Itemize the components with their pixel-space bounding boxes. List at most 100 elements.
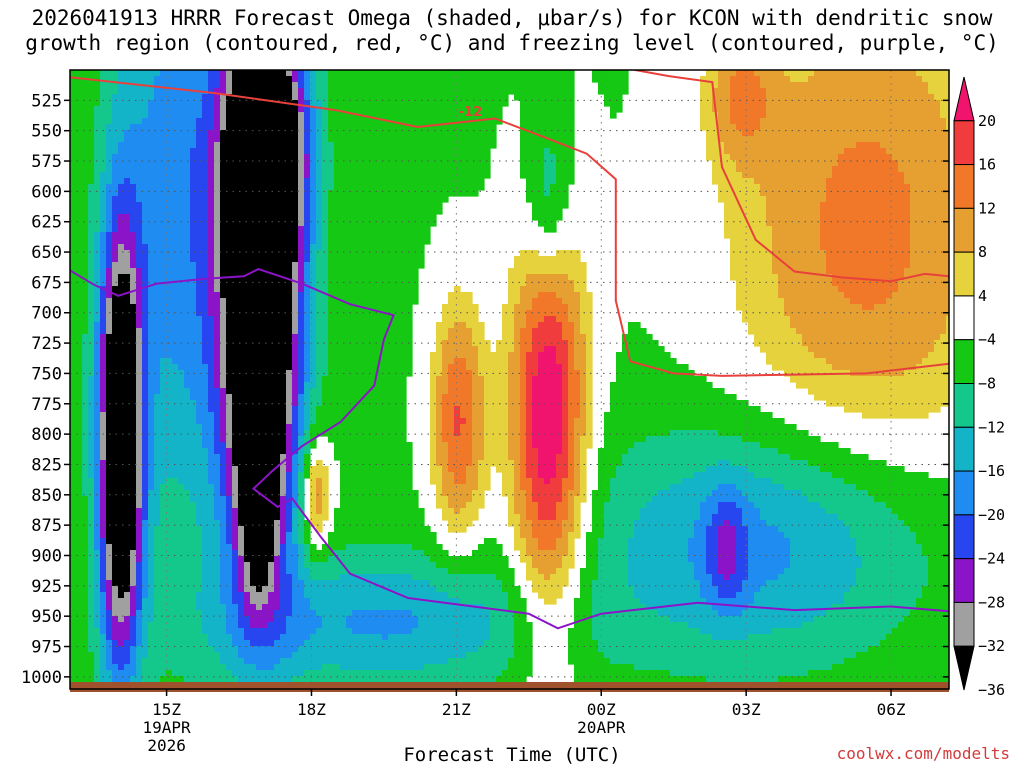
omega-cell [886, 232, 893, 239]
omega-cell [274, 280, 281, 287]
omega-cell [352, 148, 359, 155]
omega-cell [460, 304, 467, 311]
omega-cell [556, 118, 563, 125]
omega-cell [838, 112, 845, 119]
omega-cell [202, 328, 209, 335]
omega-cell [166, 106, 173, 113]
omega-cell [136, 244, 143, 251]
omega-cell [124, 262, 131, 269]
omega-cell [202, 142, 209, 149]
omega-cell [406, 172, 413, 179]
omega-cell [346, 238, 353, 245]
omega-cell [328, 274, 335, 281]
omega-cell [928, 160, 935, 167]
omega-cell [766, 88, 773, 95]
omega-cell [898, 94, 905, 101]
omega-cell [88, 190, 95, 197]
omega-cell [886, 136, 893, 143]
omega-cell [490, 142, 497, 149]
omega-cell [796, 100, 803, 107]
omega-cell [142, 118, 149, 125]
omega-cell [616, 76, 623, 83]
omega-cell [136, 148, 143, 155]
omega-cell [760, 82, 767, 89]
omega-cell [892, 280, 899, 287]
omega-cell [382, 178, 389, 185]
omega-cell [430, 88, 437, 95]
omega-cell [202, 190, 209, 197]
omega-cell [892, 106, 899, 113]
omega-cell [160, 160, 167, 167]
omega-cell [82, 184, 89, 191]
omega-cell [838, 124, 845, 131]
omega-cell [370, 124, 377, 131]
omega-cell [562, 178, 569, 185]
omega-cell [208, 286, 215, 293]
omega-cell [382, 202, 389, 209]
omega-cell [334, 316, 341, 323]
omega-cell [322, 208, 329, 215]
omega-cell [904, 190, 911, 197]
omega-cell [886, 94, 893, 101]
omega-cell [292, 100, 299, 107]
omega-cell [940, 94, 947, 101]
omega-cell [922, 82, 929, 89]
omega-cell [280, 298, 287, 305]
omega-cell [196, 220, 203, 227]
omega-cell [226, 256, 233, 263]
omega-cell [412, 100, 419, 107]
omega-cell [766, 166, 773, 173]
omega-cell [388, 262, 395, 269]
omega-cell [940, 238, 947, 245]
omega-cell [886, 250, 893, 257]
omega-cell [568, 292, 575, 299]
omega-cell [538, 88, 545, 95]
omega-cell [154, 268, 161, 275]
omega-cell [172, 292, 179, 299]
omega-cell [316, 310, 323, 317]
omega-cell [904, 88, 911, 95]
omega-cell [310, 160, 317, 167]
omega-cell [736, 106, 743, 113]
omega-cell [802, 274, 809, 281]
omega-cell [106, 202, 113, 209]
omega-cell [298, 124, 305, 131]
omega-cell [442, 172, 449, 179]
omega-cell [112, 304, 119, 311]
omega-cell [766, 112, 773, 119]
omega-cell [178, 304, 185, 311]
omega-cell [244, 220, 251, 227]
omega-cell [754, 178, 761, 185]
omega-cell [448, 328, 455, 335]
omega-cell [922, 262, 929, 269]
omega-cell [364, 280, 371, 287]
omega-cell [802, 232, 809, 239]
omega-cell [70, 166, 77, 173]
omega-cell [838, 280, 845, 287]
omega-cell [796, 190, 803, 197]
omega-cell [808, 160, 815, 167]
omega-cell [946, 286, 949, 293]
omega-cell [244, 172, 251, 179]
omega-cell [208, 280, 215, 287]
omega-cell [268, 238, 275, 245]
omega-cell [820, 196, 827, 203]
omega-cell [844, 268, 851, 275]
omega-cell [748, 82, 755, 89]
omega-cell [430, 160, 437, 167]
omega-cell [940, 292, 947, 299]
omega-cell [910, 118, 917, 125]
omega-cell [538, 202, 545, 209]
omega-cell [874, 88, 881, 95]
omega-cell [928, 112, 935, 119]
omega-cell [934, 286, 941, 293]
omega-cell [478, 154, 485, 161]
omega-cell [184, 100, 191, 107]
omega-cell [880, 166, 887, 173]
omega-cell [370, 214, 377, 221]
omega-cell [766, 136, 773, 143]
omega-cell [244, 208, 251, 215]
omega-cell [898, 232, 905, 239]
omega-cell [190, 298, 197, 305]
omega-cell [202, 286, 209, 293]
